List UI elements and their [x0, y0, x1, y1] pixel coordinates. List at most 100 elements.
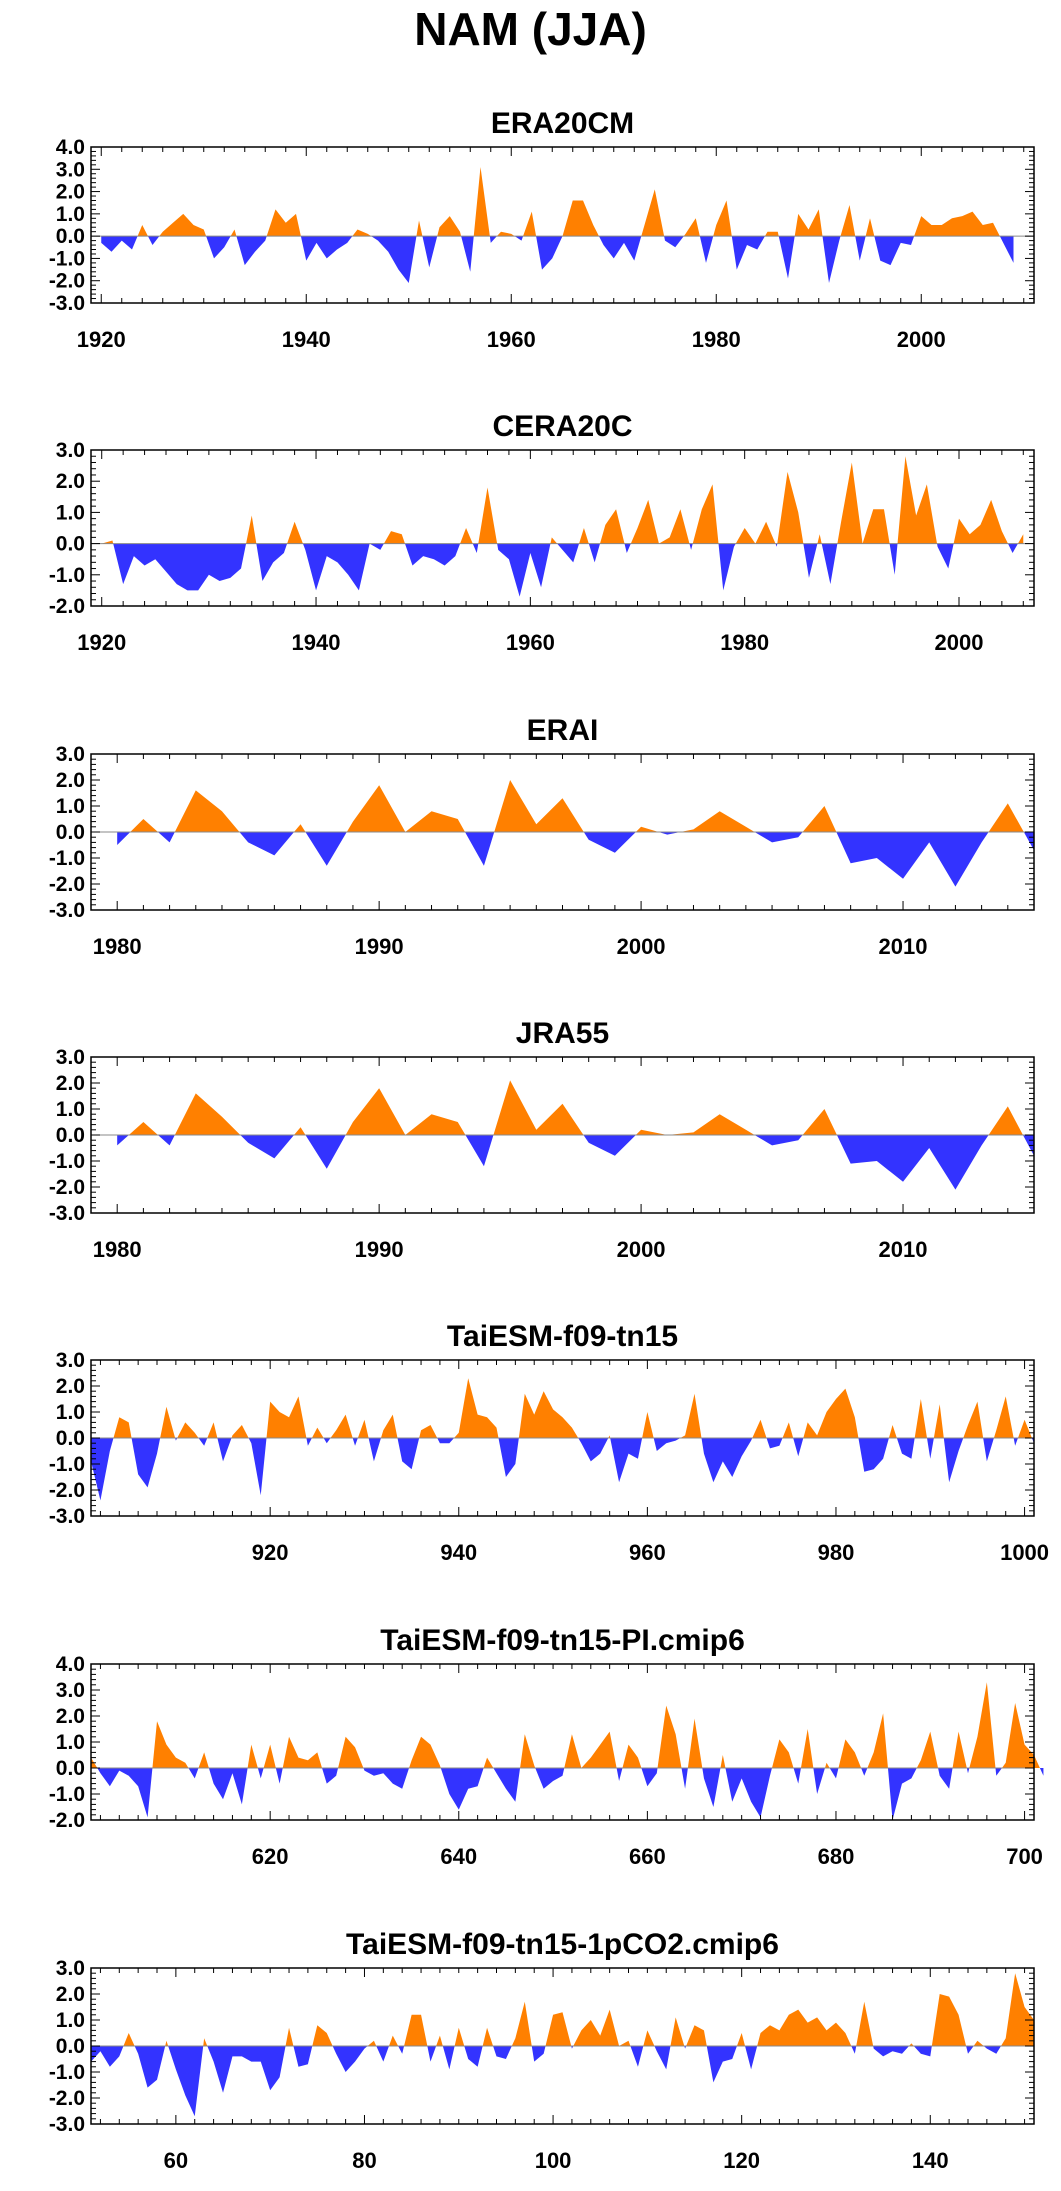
- negative-area: [101, 236, 1014, 283]
- y-tick-label: -3.0: [49, 1505, 85, 1528]
- panel-6: 3.0 2.0 1.0 0.0 -1.0 -2.0 -3.0 60 80 100 120 140 Tai…: [49, 1928, 1035, 2173]
- panel-title: ERAI: [527, 714, 599, 747]
- x-tick-label: 2000: [897, 327, 946, 352]
- panel-3: 3.0 2.0 1.0 0.0 -1.0 -2.0 -3.0 1980 1990 2000 2010…: [49, 1017, 1035, 1262]
- y-tick-label: 1.0: [56, 1731, 85, 1754]
- y-tick-label: 4.0: [56, 136, 85, 159]
- plot-frame: [90, 146, 1035, 304]
- panel-title: ERA20CM: [491, 107, 634, 140]
- x-tick-label: 2010: [879, 934, 928, 959]
- y-tick-label: -1.0: [49, 2061, 85, 2084]
- negative-area: [91, 1438, 1034, 1501]
- y-tick-label: 2.0: [56, 1072, 85, 1095]
- x-tick-label: 1940: [292, 630, 341, 655]
- x-tick-label: 1940: [282, 327, 331, 352]
- x-tick-label: 1980: [93, 934, 142, 959]
- panel-0: 4.03.02.01.00.0-1.0-2.0-3.0 1920 1940 1960 1…: [49, 107, 1035, 352]
- y-tick-label: 3.0: [56, 1046, 85, 1069]
- x-tick-label: 120: [723, 2148, 760, 2173]
- y-tick-label: -1.0: [49, 1150, 85, 1173]
- x-tick-label: 940: [440, 1540, 477, 1565]
- x-tick-label: 660: [629, 1844, 666, 1869]
- y-tick-label: -2.0: [49, 1809, 85, 1832]
- y-tick-label: 3.0: [56, 1349, 85, 1372]
- y-tick-label: 3.0: [56, 1679, 85, 1702]
- y-tick-label: 0.0: [56, 1124, 85, 1147]
- y-tick-label: 1.0: [56, 203, 85, 226]
- x-tick-label: 2010: [879, 1237, 928, 1262]
- x-tick-label: 1000: [1000, 1540, 1049, 1565]
- panel-title: JRA55: [516, 1017, 609, 1050]
- y-tick-label: 3.0: [56, 439, 85, 462]
- y-tick-label: -2.0: [49, 873, 85, 896]
- positive-area: [123, 1973, 1035, 2046]
- y-tick-label: 3.0: [56, 743, 85, 766]
- positive-area: [128, 1080, 1023, 1135]
- y-tick-label: 0.0: [56, 225, 85, 248]
- y-tick-label: 2.0: [56, 769, 85, 792]
- x-tick-label: 700: [1006, 1844, 1043, 1869]
- y-tick-label: 2.0: [56, 1705, 85, 1728]
- y-tick-label: -1.0: [49, 1453, 85, 1476]
- x-tick-label: 980: [818, 1540, 855, 1565]
- negative-area: [97, 1768, 1044, 1820]
- figure-title: NAM (JJA): [414, 3, 647, 55]
- x-tick-label: 1980: [692, 327, 741, 352]
- x-tick-label: 2000: [617, 934, 666, 959]
- x-tick-label: 140: [912, 2148, 949, 2173]
- y-tick-label: 3.0: [56, 158, 85, 181]
- panel-title: TaiESM-f09-tn15: [447, 1320, 678, 1353]
- y-tick-label: 1.0: [56, 1401, 85, 1424]
- y-tick-label: 0.0: [56, 821, 85, 844]
- y-tick-label: 1.0: [56, 501, 85, 524]
- y-tick-label: -2.0: [49, 1479, 85, 1502]
- y-tick-label: 2.0: [56, 181, 85, 204]
- panel-2: 3.0 2.0 1.0 0.0 -1.0 -2.0 -3.0 1980 1990 2000 2010…: [49, 714, 1035, 959]
- panel-title: TaiESM-f09-tn15-PI.cmip6: [380, 1624, 745, 1657]
- y-tick-label: 2.0: [56, 1983, 85, 2006]
- y-tick-label: -2.0: [49, 595, 85, 618]
- y-tick-label: 2.0: [56, 470, 85, 493]
- positive-area: [137, 167, 1000, 237]
- x-tick-label: 1960: [506, 630, 555, 655]
- y-tick-label: -3.0: [49, 899, 85, 922]
- y-tick-label: 4.0: [56, 1653, 85, 1676]
- y-tick-label: 2.0: [56, 1375, 85, 1398]
- y-tick-label: 0.0: [56, 1757, 85, 1780]
- y-tick-label: -2.0: [49, 1176, 85, 1199]
- y-tick-label: 3.0: [56, 1957, 85, 1980]
- y-tick-label: -2.0: [49, 2087, 85, 2110]
- x-tick-label: 80: [352, 2148, 376, 2173]
- y-tick-label: -1.0: [49, 564, 85, 587]
- x-tick-label: 1920: [77, 327, 126, 352]
- y-tick-label: 0.0: [56, 1427, 85, 1450]
- positive-area: [91, 1682, 1040, 1768]
- positive-area: [113, 1378, 1032, 1438]
- plot-frame: [90, 449, 1035, 607]
- panel-title: TaiESM-f09-tn15-1pCO2.cmip6: [346, 1928, 779, 1961]
- y-tick-label: 1.0: [56, 2009, 85, 2032]
- panel-5: 4.0 3.0 2.0 1.0 0.0 -1.0 -2.0 620 640 660 680 700 Ta…: [49, 1624, 1044, 1869]
- y-tick-label: -3.0: [49, 2113, 85, 2136]
- negative-area: [113, 543, 1018, 597]
- x-tick-label: 1980: [720, 630, 769, 655]
- y-tick-label: -1.0: [49, 1783, 85, 1806]
- positive-area: [101, 456, 1024, 544]
- y-tick-label: 0.0: [56, 2035, 85, 2058]
- positive-area: [130, 780, 1024, 832]
- y-tick-label: -3.0: [49, 292, 85, 315]
- x-tick-label: 1960: [487, 327, 536, 352]
- x-tick-label: 620: [252, 1844, 289, 1869]
- y-tick-label: -1.0: [49, 247, 85, 270]
- y-tick-label: 0.0: [56, 533, 85, 556]
- x-tick-label: 960: [629, 1540, 666, 1565]
- x-tick-label: 1990: [355, 1237, 404, 1262]
- y-tick-label: -1.0: [49, 847, 85, 870]
- x-tick-label: 680: [818, 1844, 855, 1869]
- panel-4: 3.0 2.0 1.0 0.0 -1.0 -2.0 -3.0 920 940 960 980 1000…: [49, 1320, 1049, 1565]
- x-tick-label: 1920: [77, 630, 126, 655]
- y-tick-label: 1.0: [56, 795, 85, 818]
- y-tick-label: 1.0: [56, 1098, 85, 1121]
- x-tick-label: 2000: [935, 630, 984, 655]
